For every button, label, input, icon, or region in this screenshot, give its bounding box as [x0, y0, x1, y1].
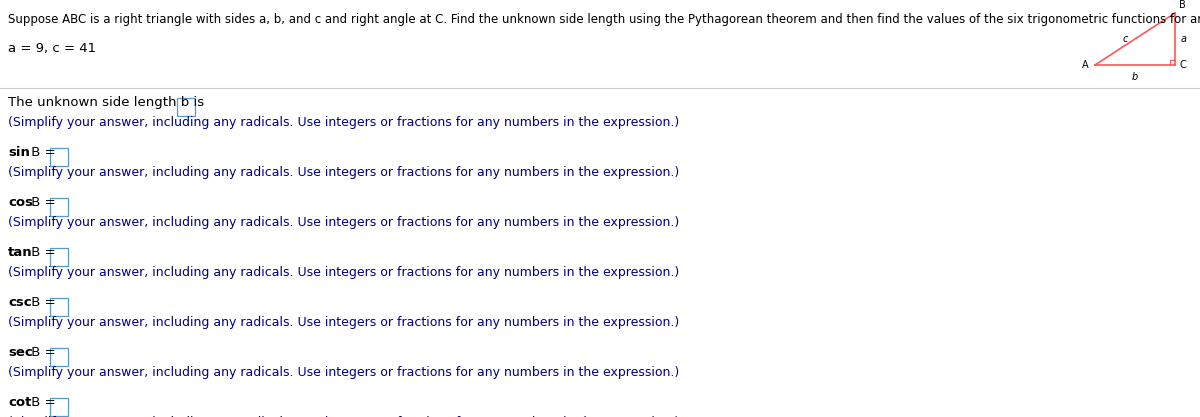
- Text: B =: B =: [28, 146, 60, 159]
- Text: c: c: [1123, 34, 1128, 44]
- Text: B: B: [1178, 0, 1186, 10]
- Text: B =: B =: [28, 296, 60, 309]
- Text: cos: cos: [8, 196, 34, 209]
- Text: (Simplify your answer, including any radicals. Use integers or fractions for any: (Simplify your answer, including any rad…: [8, 216, 679, 229]
- Text: (Simplify your answer, including any radicals. Use integers or fractions for any: (Simplify your answer, including any rad…: [8, 366, 679, 379]
- Bar: [50, 297, 68, 316]
- Text: .: .: [197, 96, 200, 109]
- Text: B =: B =: [28, 246, 60, 259]
- Text: (Simplify your answer, including any radicals. Use integers or fractions for any: (Simplify your answer, including any rad…: [8, 266, 679, 279]
- Text: (Simplify your answer, including any radicals. Use integers or fractions for any: (Simplify your answer, including any rad…: [8, 416, 679, 417]
- Text: B =: B =: [28, 346, 60, 359]
- Text: cot: cot: [8, 396, 31, 409]
- Text: sec: sec: [8, 346, 32, 359]
- Text: A: A: [1082, 60, 1088, 70]
- Text: a = 9, c = 41: a = 9, c = 41: [8, 42, 96, 55]
- Text: sin: sin: [8, 146, 30, 159]
- Bar: [50, 248, 68, 266]
- Text: a: a: [1181, 34, 1187, 44]
- Text: csc: csc: [8, 296, 31, 309]
- Bar: [50, 347, 68, 365]
- Text: (Simplify your answer, including any radicals. Use integers or fractions for any: (Simplify your answer, including any rad…: [8, 316, 679, 329]
- Text: The unknown side length b is: The unknown side length b is: [8, 96, 209, 109]
- Bar: [50, 198, 68, 216]
- Text: B =: B =: [28, 396, 60, 409]
- Bar: [176, 98, 194, 116]
- Text: B =: B =: [28, 196, 60, 209]
- Text: C: C: [1178, 60, 1186, 70]
- Text: (Simplify your answer, including any radicals. Use integers or fractions for any: (Simplify your answer, including any rad…: [8, 116, 679, 129]
- Text: tan: tan: [8, 246, 32, 259]
- Text: Suppose ABC is a right triangle with sides a, b, and c and right angle at C. Fin: Suppose ABC is a right triangle with sid…: [8, 13, 1200, 26]
- Text: b: b: [1132, 72, 1138, 82]
- Text: (Simplify your answer, including any radicals. Use integers or fractions for any: (Simplify your answer, including any rad…: [8, 166, 679, 179]
- Bar: [50, 397, 68, 415]
- Bar: [50, 148, 68, 166]
